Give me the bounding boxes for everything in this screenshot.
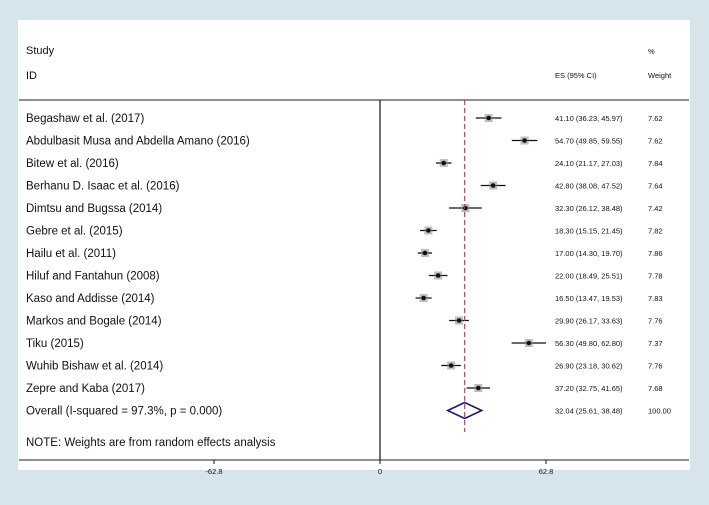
study-label: Markos and Bogale (2014) bbox=[26, 316, 162, 328]
study-weight: 7.42 bbox=[648, 204, 663, 213]
x-tick-label: -62.8 bbox=[205, 467, 222, 476]
study-ci-text: 37.20 (32.75, 41.65) bbox=[555, 384, 623, 393]
point-estimate bbox=[448, 363, 454, 368]
study-weight: 7.83 bbox=[648, 294, 663, 303]
study-label: Dimtsu and Bugssa (2014) bbox=[26, 203, 162, 215]
study-weight: 7.76 bbox=[648, 317, 663, 326]
study-ci-text: 32.30 (26.12, 38.48) bbox=[555, 204, 623, 213]
header-es: ES (95% CI) bbox=[555, 71, 597, 80]
x-tick-label: 62.8 bbox=[539, 467, 554, 476]
header-group: Study ID ES (95% CI) % Weight bbox=[26, 45, 672, 82]
header-weight: Weight bbox=[648, 71, 672, 80]
study-ci-text: 24.10 (21.17, 27.03) bbox=[555, 159, 623, 168]
study-ci-text: 41.10 (36.23, 45.97) bbox=[555, 114, 623, 123]
study-label: Begashaw et al. (2017) bbox=[26, 113, 144, 125]
point-estimate bbox=[456, 318, 462, 323]
x-tick-label: 0 bbox=[378, 467, 382, 476]
study-weight: 7.84 bbox=[648, 159, 663, 168]
overall-diamond bbox=[445, 401, 484, 420]
point-estimate bbox=[476, 385, 481, 391]
study-ci-text: 18.30 (15.15, 21.45) bbox=[555, 227, 623, 236]
point-estimate bbox=[441, 160, 447, 166]
study-ci-text: 17.00 (14.30, 19.70) bbox=[555, 249, 623, 258]
overall-label: Overall (I-squared = 97.3%, p = 0.000) bbox=[26, 406, 222, 418]
study-label: Tiku (2015) bbox=[26, 338, 84, 350]
header-study: Study bbox=[26, 45, 55, 57]
overall-ci-text: 32.04 (25.61, 38.48) bbox=[555, 407, 623, 416]
header-id: ID bbox=[26, 70, 37, 82]
point-estimate bbox=[421, 295, 426, 301]
study-ci-text: 29.90 (26.17, 33.63) bbox=[555, 317, 623, 326]
study-label: Wuhib Bishaw et al. (2014) bbox=[26, 361, 163, 373]
study-ci-text: 16.50 (13.47, 19.53) bbox=[555, 294, 623, 303]
point-estimate bbox=[422, 250, 428, 256]
study-weight: 7.64 bbox=[648, 182, 663, 191]
study-label: Abdulbasit Musa and Abdella Amano (2016) bbox=[26, 136, 250, 148]
study-label: Kaso and Addisse (2014) bbox=[26, 293, 155, 305]
study-rows: Begashaw et al. (2017) 41.10 (36.23, 45.9… bbox=[26, 113, 671, 418]
point-estimate bbox=[526, 340, 532, 346]
study-weight: 7.78 bbox=[648, 272, 663, 281]
study-label: Gebre et al. (2015) bbox=[26, 226, 123, 238]
study-label: Zepre and Kaba (2017) bbox=[26, 383, 145, 395]
study-label: Bitew et al. (2016) bbox=[26, 158, 119, 170]
point-estimate bbox=[486, 115, 491, 121]
study-markers bbox=[415, 114, 546, 420]
study-ci-text: 56.30 (49.80, 62.80) bbox=[555, 339, 623, 348]
study-label: Berhanu D. Isaac et al. (2016) bbox=[26, 181, 180, 193]
study-weight: 7.37 bbox=[648, 339, 663, 348]
overall-weight: 100.00 bbox=[648, 407, 671, 416]
point-estimate bbox=[490, 183, 496, 188]
study-ci-text: 42.80 (38.08, 47.52) bbox=[555, 182, 623, 191]
header-percent: % bbox=[648, 47, 655, 56]
study-label: Hiluf and Fantahun (2008) bbox=[26, 271, 160, 283]
study-label: Hailu et al. (2011) bbox=[26, 248, 116, 260]
point-estimate bbox=[435, 273, 441, 278]
study-weight: 7.62 bbox=[648, 137, 663, 146]
study-ci-text: 54.70 (49.85, 59.55) bbox=[555, 137, 623, 146]
point-estimate bbox=[426, 228, 431, 233]
study-ci-text: 22.00 (18.49, 25.51) bbox=[555, 272, 623, 281]
study-weight: 7.76 bbox=[648, 362, 663, 371]
plot-panel bbox=[18, 20, 690, 470]
study-weight: 7.62 bbox=[648, 114, 663, 123]
study-ci-text: 26.90 (23.18, 30.62) bbox=[555, 362, 623, 371]
study-weight: 7.82 bbox=[648, 227, 663, 236]
point-estimate bbox=[522, 138, 527, 143]
footnote: NOTE: Weights are from random effects an… bbox=[26, 437, 276, 449]
point-estimate bbox=[463, 205, 468, 211]
study-weight: 7.86 bbox=[648, 249, 663, 258]
study-weight: 7.68 bbox=[648, 384, 663, 393]
x-axis: -62.8 0 62.8 bbox=[19, 99, 689, 476]
